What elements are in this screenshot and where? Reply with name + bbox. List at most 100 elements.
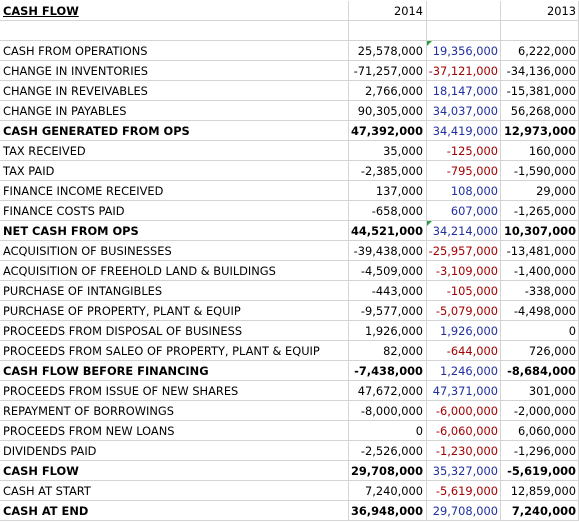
value-2014[interactable]: 44,521,000 [349,221,427,241]
row-label[interactable]: CASH AT END [0,501,349,521]
value-2013[interactable]: 6,222,000 [501,41,579,61]
change-value[interactable]: 47,371,000 [427,381,501,401]
change-value[interactable]: -795,000 [427,161,501,181]
value-2013[interactable]: -34,136,000 [501,61,579,81]
row-label[interactable]: DIVIDENDS PAID [0,441,349,461]
value-2014[interactable]: -2,385,000 [349,161,427,181]
change-value[interactable]: -125,000 [427,141,501,161]
empty-cell[interactable] [501,21,579,41]
blank-header-cell[interactable] [427,1,501,21]
value-2013[interactable]: 0 [501,321,579,341]
empty-cell[interactable] [349,21,427,41]
value-2013[interactable]: 301,000 [501,381,579,401]
value-2014[interactable]: 0 [349,421,427,441]
row-label[interactable]: PROCEEDS FROM SALEO OF PROPERTY, PLANT &… [0,341,349,361]
row-label[interactable]: TAX PAID [0,161,349,181]
value-2013[interactable]: -1,400,000 [501,261,579,281]
value-2014[interactable]: -71,257,000 [349,61,427,81]
change-value[interactable]: -1,230,000 [427,441,501,461]
value-2014[interactable]: -443,000 [349,281,427,301]
row-label[interactable]: FINANCE COSTS PAID [0,201,349,221]
value-2013[interactable]: 56,268,000 [501,101,579,121]
change-value[interactable]: -37,121,000 [427,61,501,81]
value-2013[interactable]: -15,381,000 [501,81,579,101]
change-value[interactable]: -6,000,000 [427,401,501,421]
value-2014[interactable]: -7,438,000 [349,361,427,381]
year-2014-header[interactable]: 2014 [349,1,427,21]
row-label[interactable]: CHANGE IN PAYABLES [0,101,349,121]
change-value[interactable]: 34,419,000 [427,121,501,141]
value-2014[interactable]: 90,305,000 [349,101,427,121]
value-2014[interactable]: -8,000,000 [349,401,427,421]
change-value[interactable]: 34,214,000 [427,221,501,241]
value-2013[interactable]: -1,265,000 [501,201,579,221]
value-2013[interactable]: -8,684,000 [501,361,579,381]
value-2013[interactable]: -4,498,000 [501,301,579,321]
change-value[interactable]: -3,109,000 [427,261,501,281]
row-label[interactable]: FINANCE INCOME RECEIVED [0,181,349,201]
empty-cell[interactable] [427,21,501,41]
row-label[interactable]: NET CASH FROM OPS [0,221,349,241]
value-2014[interactable]: 35,000 [349,141,427,161]
value-2014[interactable]: 82,000 [349,341,427,361]
row-label[interactable]: TAX RECEIVED [0,141,349,161]
change-value[interactable]: -5,079,000 [427,301,501,321]
value-2013[interactable]: 12,973,000 [501,121,579,141]
change-value[interactable]: -5,619,000 [427,481,501,501]
value-2014[interactable]: 47,672,000 [349,381,427,401]
row-label[interactable]: PURCHASE OF PROPERTY, PLANT & EQUIP [0,301,349,321]
year-2013-header[interactable]: 2013 [501,1,579,21]
value-2014[interactable]: 47,392,000 [349,121,427,141]
value-2013[interactable]: -1,590,000 [501,161,579,181]
value-2014[interactable]: 25,578,000 [349,41,427,61]
change-value[interactable]: 1,246,000 [427,361,501,381]
value-2013[interactable]: 12,859,000 [501,481,579,501]
row-label[interactable]: CHANGE IN INVENTORIES [0,61,349,81]
value-2013[interactable]: 29,000 [501,181,579,201]
change-value[interactable]: 19,356,000 [427,41,501,61]
change-value[interactable]: 607,000 [427,201,501,221]
value-2014[interactable]: 2,766,000 [349,81,427,101]
value-2013[interactable]: -13,481,000 [501,241,579,261]
value-2013[interactable]: 160,000 [501,141,579,161]
value-2014[interactable]: -9,577,000 [349,301,427,321]
row-label[interactable]: PROCEEDS FROM ISSUE OF NEW SHARES [0,381,349,401]
change-value[interactable]: 35,327,000 [427,461,501,481]
value-2013[interactable]: -2,000,000 [501,401,579,421]
value-2014[interactable]: 36,948,000 [349,501,427,521]
change-value[interactable]: 29,708,000 [427,501,501,521]
change-value[interactable]: 108,000 [427,181,501,201]
value-2013[interactable]: -1,296,000 [501,441,579,461]
value-2013[interactable]: -338,000 [501,281,579,301]
row-label[interactable]: ACQUISITION OF BUSINESSES [0,241,349,261]
value-2014[interactable]: 29,708,000 [349,461,427,481]
row-label[interactable]: CASH FLOW BEFORE FINANCING [0,361,349,381]
value-2013[interactable]: 726,000 [501,341,579,361]
value-2014[interactable]: -658,000 [349,201,427,221]
change-value[interactable]: -25,957,000 [427,241,501,261]
sheet-title[interactable]: CASH FLOW [0,1,349,21]
value-2014[interactable]: 7,240,000 [349,481,427,501]
row-label[interactable]: CHANGE IN REVEIVABLES [0,81,349,101]
change-value[interactable]: -6,060,000 [427,421,501,441]
value-2013[interactable]: 6,060,000 [501,421,579,441]
row-label[interactable]: CASH GENERATED FROM OPS [0,121,349,141]
empty-cell[interactable] [0,21,349,41]
value-2014[interactable]: -2,526,000 [349,441,427,461]
row-label[interactable]: PROCEEDS FROM DISPOSAL OF BUSINESS [0,321,349,341]
row-label[interactable]: PROCEEDS FROM NEW LOANS [0,421,349,441]
change-value[interactable]: 18,147,000 [427,81,501,101]
value-2014[interactable]: 137,000 [349,181,427,201]
row-label[interactable]: CASH FLOW [0,461,349,481]
row-label[interactable]: CASH AT START [0,481,349,501]
change-value[interactable]: 1,926,000 [427,321,501,341]
row-label[interactable]: CASH FROM OPERATIONS [0,41,349,61]
row-label[interactable]: PURCHASE OF INTANGIBLES [0,281,349,301]
value-2014[interactable]: 1,926,000 [349,321,427,341]
change-value[interactable]: -105,000 [427,281,501,301]
value-2013[interactable]: 10,307,000 [501,221,579,241]
row-label[interactable]: ACQUISITION OF FREEHOLD LAND & BUILDINGS [0,261,349,281]
value-2013[interactable]: 7,240,000 [501,501,579,521]
change-value[interactable]: 34,037,000 [427,101,501,121]
row-label[interactable]: REPAYMENT OF BORROWINGS [0,401,349,421]
